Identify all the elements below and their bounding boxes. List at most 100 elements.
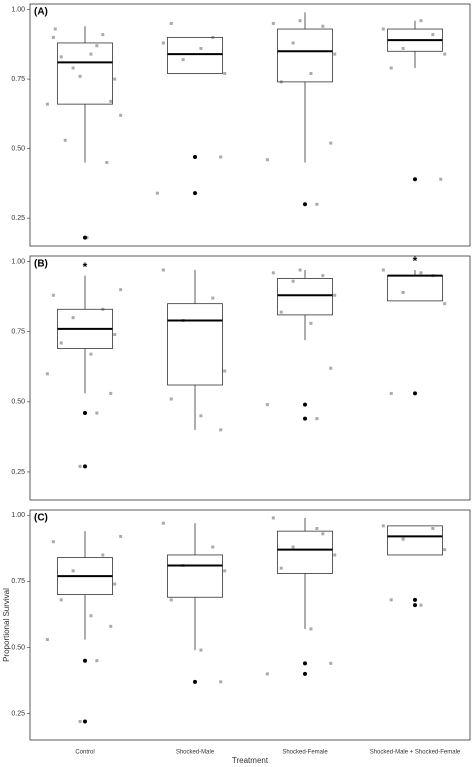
jitter-point (113, 333, 117, 337)
outlier (303, 416, 307, 421)
jitter-point (59, 341, 63, 345)
jitter-point (315, 417, 319, 421)
jitter-point (95, 411, 99, 415)
jitter-point (291, 41, 295, 45)
jitter-point (119, 288, 123, 292)
jitter-point (95, 659, 99, 663)
outlier (303, 671, 307, 676)
jitter-point (161, 268, 165, 272)
x-axis-title: Treatment (232, 756, 269, 765)
jitter-point (45, 102, 49, 106)
jitter-point (78, 74, 82, 78)
jitter-point (431, 33, 435, 37)
jitter-point (51, 35, 55, 39)
jitter-point (169, 397, 173, 401)
jitter-point (71, 569, 75, 573)
y-tick-label: 1.00 (11, 512, 25, 519)
box (57, 42, 113, 105)
jitter-point (271, 516, 275, 520)
jitter-point (109, 99, 113, 103)
box (167, 303, 223, 386)
jitter-point (321, 532, 325, 536)
jitter-point (95, 44, 99, 48)
jitter-point (439, 177, 443, 181)
x-tick-label: Shocked-Male + Shocked-Female (370, 750, 461, 756)
jitter-point (271, 271, 275, 275)
jitter-point (101, 553, 105, 557)
jitter-point (401, 537, 405, 541)
y-tick-label: 0.25 (11, 710, 25, 717)
jitter-point (155, 191, 159, 195)
jitter-point (78, 464, 82, 468)
outlier (193, 154, 197, 159)
jitter-point (223, 369, 227, 373)
y-tick-label: 0.25 (11, 469, 25, 476)
jitter-point (219, 680, 223, 684)
box (277, 278, 333, 316)
jitter-point (298, 19, 302, 23)
jitter-point (59, 598, 63, 602)
y-tick-label: 1.00 (11, 258, 25, 265)
box (387, 275, 443, 302)
jitter-point (443, 52, 447, 56)
jitter-point (401, 290, 405, 294)
y-tick-label: 0.50 (11, 399, 25, 406)
jitter-point (161, 41, 165, 45)
jitter-point (211, 545, 215, 549)
jitter-point (45, 372, 49, 376)
jitter-point (199, 414, 203, 418)
y-tick-label: 0.75 (11, 578, 25, 585)
outlier (83, 658, 87, 663)
annotation: * (83, 260, 88, 274)
box (387, 525, 443, 556)
jitter-point (109, 391, 113, 395)
outlier (83, 464, 87, 469)
jitter-point (419, 603, 423, 607)
jitter-point (443, 302, 447, 306)
jitter-point (219, 428, 223, 432)
jitter-point (279, 310, 283, 314)
jitter-point (223, 72, 227, 76)
panel-label: (A) (34, 7, 48, 18)
jitter-point (199, 648, 203, 652)
annotation: * (413, 254, 418, 268)
outlier (413, 391, 417, 396)
jitter-point (53, 27, 57, 31)
box (277, 28, 333, 83)
y-tick-label: 0.50 (11, 145, 25, 152)
outlier (193, 679, 197, 684)
jitter-point (113, 582, 117, 586)
jitter-point (389, 391, 393, 395)
y-axis-title: Proportional Survival (2, 588, 11, 662)
jitter-point (109, 624, 113, 628)
jitter-point (63, 138, 67, 142)
outlier (413, 177, 417, 182)
jitter-point (211, 296, 215, 300)
box (167, 554, 223, 598)
x-tick-label: Shocked-Female (282, 750, 328, 756)
jitter-point (279, 566, 283, 570)
panel-frame (29, 3, 471, 247)
jitter-point (329, 661, 333, 665)
y-tick-label: 0.75 (11, 329, 25, 336)
y-tick-label: 0.25 (11, 215, 25, 222)
jitter-point (223, 569, 227, 573)
jitter-point (89, 352, 93, 356)
jitter-point (321, 24, 325, 28)
jitter-point (381, 524, 385, 528)
outlier (413, 603, 417, 608)
jitter-point (89, 614, 93, 618)
outlier (193, 191, 197, 196)
jitter-point (309, 627, 313, 631)
jitter-point (298, 268, 302, 272)
jitter-point (78, 719, 82, 723)
outlier (413, 597, 417, 602)
jitter-point (169, 598, 173, 602)
jitter-point (51, 293, 55, 297)
jitter-point (309, 321, 313, 325)
outlier (303, 402, 307, 407)
outlier (303, 202, 307, 207)
jitter-point (119, 113, 123, 117)
jitter-point (113, 77, 117, 81)
